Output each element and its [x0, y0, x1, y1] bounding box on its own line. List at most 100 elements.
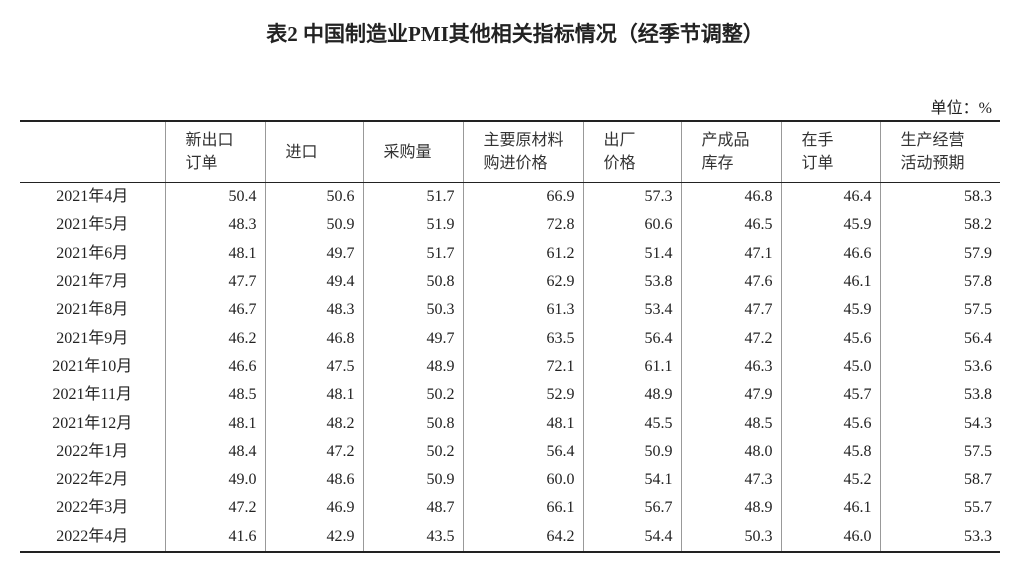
cell: 45.8: [780, 437, 880, 466]
cell: 57.8: [879, 267, 1000, 297]
column-header: 进口: [264, 121, 363, 183]
cell: 48.5: [164, 381, 265, 410]
cell: 48.5: [680, 409, 781, 438]
cell: 53.6: [879, 352, 1000, 382]
column-header: 产成品 库存: [680, 121, 781, 183]
cell: 50.3: [362, 296, 463, 325]
cell: 61.3: [462, 296, 583, 325]
cell: 46.8: [680, 182, 781, 212]
row-label: 2022年1月: [56, 442, 129, 460]
cell: 46.8: [264, 324, 363, 353]
row: 2022年3月 47.2 46.9 48.7 66.1 56.7 48.9 46.1 55.7: [20, 494, 1000, 523]
cell: 58.3: [879, 182, 1000, 212]
cell: 47.2: [680, 324, 781, 353]
cell: 47.3: [680, 465, 781, 495]
cell: 46.5: [680, 211, 781, 240]
cell: 46.4: [780, 182, 880, 212]
cell: 57.5: [879, 437, 1000, 466]
cell: 48.9: [362, 352, 463, 382]
cell: 45.9: [780, 296, 880, 325]
header-line: 进口: [285, 143, 318, 161]
cell: 53.8: [879, 381, 1000, 410]
cell: 46.0: [780, 522, 880, 552]
row: 2021年9月 46.2 46.8 49.7 63.5 56.4 47.2 45.6 56.4: [20, 324, 1000, 353]
cell: 50.8: [362, 409, 463, 438]
cell: 43.5: [362, 522, 463, 552]
cell: 57.3: [582, 182, 681, 212]
row: 2022年1月 48.4 47.2 50.2 56.4 50.9 48.0 45.8 57.5: [20, 437, 1000, 466]
cell: 46.3: [680, 352, 781, 382]
cell: 61.2: [462, 239, 583, 268]
corner: [20, 121, 165, 183]
row-label: 2021年6月: [56, 244, 129, 262]
cell: 48.9: [582, 381, 681, 410]
cell: 48.3: [264, 296, 363, 325]
cell: 45.0: [780, 352, 880, 382]
cell: 48.2: [264, 409, 363, 438]
cell: 50.9: [264, 211, 363, 240]
cell: 47.2: [264, 437, 363, 466]
table-body: 2021年4月 50.4 50.6 51.7 66.9 57.3 46.8 46.4 58.3 2…: [20, 182, 1000, 552]
header-line: 订单: [185, 155, 218, 172]
row-label: 2021年12月: [52, 414, 133, 432]
cell: 54.3: [879, 409, 1000, 438]
cell: 45.7: [780, 381, 880, 410]
cell: 47.5: [264, 352, 363, 382]
cell: 53.8: [582, 267, 681, 297]
cell: 47.9: [680, 381, 781, 410]
row-label: 2022年4月: [56, 527, 129, 545]
column-header: 新出口 订单: [164, 121, 265, 183]
cell: 58.2: [879, 211, 1000, 240]
cell: 51.4: [582, 239, 681, 268]
cell: 49.4: [264, 267, 363, 297]
cell: 47.1: [680, 239, 781, 268]
row-label: 2021年5月: [56, 216, 129, 234]
header-line: 订单: [801, 155, 834, 172]
row-label: 2021年4月: [56, 188, 129, 206]
cell: 48.6: [264, 465, 363, 495]
cell: 46.1: [780, 494, 880, 523]
cell: 45.5: [582, 409, 681, 438]
cell: 50.6: [264, 182, 363, 212]
cell: 46.1: [780, 267, 880, 297]
cell: 46.2: [164, 324, 265, 353]
header-line: 购进价格: [483, 155, 548, 172]
cell: 46.7: [164, 296, 265, 325]
cell: 47.7: [164, 267, 265, 297]
header-line: 新出口: [185, 132, 234, 149]
cell: 46.6: [164, 352, 265, 382]
cell: 50.3: [680, 522, 781, 552]
cell: 72.1: [462, 352, 583, 382]
cell: 45.6: [780, 409, 880, 438]
cell: 48.1: [264, 381, 363, 410]
cell: 56.4: [462, 437, 583, 466]
header-line: 生产经营: [900, 132, 965, 149]
header-line: 产成品: [701, 132, 750, 149]
cell: 54.4: [582, 522, 681, 552]
cell: 63.5: [462, 324, 583, 353]
cell: 54.1: [582, 465, 681, 495]
cell: 51.7: [362, 182, 463, 212]
title: 表2 中国制造业PMI其他相关指标情况（经季节调整）: [266, 22, 764, 46]
cell: 64.2: [462, 522, 583, 552]
row-label: 2022年3月: [56, 499, 129, 517]
row-label: 2021年11月: [52, 386, 132, 404]
cell: 62.9: [462, 267, 583, 297]
cell: 55.7: [879, 494, 1000, 523]
cell: 51.9: [362, 211, 463, 240]
cell: 48.7: [362, 494, 463, 523]
cell: 56.4: [582, 324, 681, 353]
cell: 52.9: [462, 381, 583, 410]
row: 2021年11月 48.5 48.1 50.2 52.9 48.9 47.9 45.7 53.8: [20, 381, 1000, 410]
cell: 48.4: [164, 437, 265, 466]
cell: 56.7: [582, 494, 681, 523]
cell: 49.7: [264, 239, 363, 268]
cell: 56.4: [879, 324, 1000, 353]
row: 2021年10月 46.6 47.5 48.9 72.1 61.1 46.3 45.0 53.6: [20, 352, 1000, 382]
cell: 60.0: [462, 465, 583, 495]
header-line: 价格: [603, 155, 636, 172]
cell: 45.9: [780, 211, 880, 240]
table: 新出口 订单 进口 采购量 主要原材料 购进价格 出厂 价格 产成品 库存 在手 订单 生产经营 活动预期…: [20, 120, 1000, 553]
cell: 51.7: [362, 239, 463, 268]
cell: 61.1: [582, 352, 681, 382]
